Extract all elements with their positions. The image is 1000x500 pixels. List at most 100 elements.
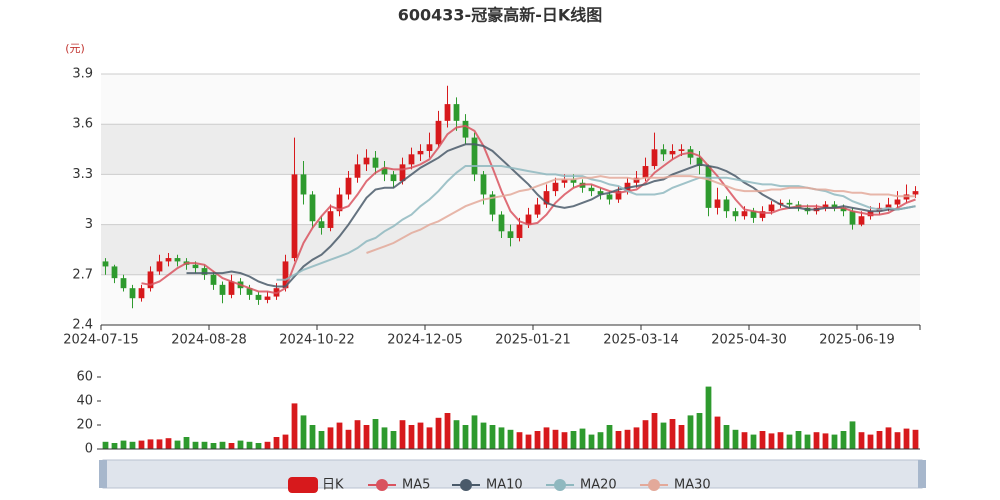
volume-bar — [192, 441, 199, 449]
volume-bar — [660, 422, 667, 449]
volume-bar — [309, 425, 316, 449]
volume-bar — [669, 419, 676, 449]
chart-title: 600433-冠豪高新-日K线图 — [398, 6, 602, 25]
volume-bar — [597, 432, 604, 449]
candle-body — [129, 288, 136, 299]
split-area — [101, 174, 920, 225]
volume-bar — [471, 415, 478, 449]
volume-y-tick-label: 0 — [85, 442, 93, 457]
volume-bar — [894, 432, 901, 449]
volume-bar — [795, 431, 802, 449]
volume-bar — [570, 431, 577, 449]
candle-body — [471, 137, 478, 175]
volume-bar — [876, 431, 883, 449]
candle-body — [426, 144, 433, 151]
volume-bar — [543, 427, 550, 449]
candle-body — [210, 274, 217, 285]
legend-icon[interactable] — [376, 479, 388, 491]
candle-body — [498, 214, 505, 232]
candle-body — [831, 204, 838, 208]
volume-bar — [435, 417, 442, 449]
volume-bar — [291, 403, 298, 449]
legend-icon[interactable] — [288, 477, 318, 493]
candle-body — [192, 264, 199, 269]
candle-body — [363, 157, 370, 165]
zoom-handle[interactable] — [918, 460, 926, 488]
legend-icon[interactable] — [460, 479, 472, 491]
volume-bar — [651, 413, 658, 449]
candle-body — [318, 221, 325, 228]
volume-bar — [480, 422, 487, 449]
volume-bar — [714, 416, 721, 449]
candle-body — [894, 199, 901, 205]
split-area — [101, 74, 920, 125]
volume-bar — [246, 441, 253, 449]
y-tick-label: 3 — [85, 217, 93, 232]
volume-bar — [525, 434, 532, 449]
zoom-handle[interactable] — [99, 460, 107, 488]
x-tick-label: 2025-04-30 — [711, 333, 787, 348]
volume-bar — [804, 434, 811, 449]
candle-body — [570, 179, 577, 183]
candle-body — [480, 174, 487, 195]
volume-bar — [867, 434, 874, 449]
volume-bar — [588, 434, 595, 449]
volume-bar — [444, 413, 451, 449]
volume-bar — [579, 428, 586, 449]
candle-body — [336, 194, 343, 212]
volume-bar — [705, 386, 712, 449]
candle-body — [390, 174, 397, 182]
candle-body — [885, 204, 892, 208]
ma-line — [141, 124, 916, 295]
split-area — [101, 124, 920, 175]
candle-body — [660, 149, 667, 155]
volume-y-tick-label: 40 — [76, 394, 93, 409]
volume-bar — [822, 433, 829, 449]
candle-body — [723, 199, 730, 212]
candle-body — [588, 187, 595, 192]
volume-bar — [678, 425, 685, 449]
legend-label[interactable]: MA10 — [486, 478, 523, 493]
legend-label[interactable]: MA5 — [402, 478, 430, 493]
volume-bar — [741, 432, 748, 449]
volume-bar — [885, 427, 892, 449]
volume-bar — [516, 432, 523, 449]
volume-bar — [336, 422, 343, 449]
candle-body — [714, 199, 721, 208]
candle-body — [147, 271, 154, 289]
volume-bar — [552, 429, 559, 449]
legend-label[interactable]: 日K — [322, 478, 344, 493]
y-tick-label: 2.7 — [72, 267, 93, 282]
candle-body — [642, 166, 649, 178]
candle-body — [435, 120, 442, 145]
x-tick-label: 2025-01-21 — [495, 333, 571, 348]
volume-bar — [228, 443, 235, 449]
volume-bar — [273, 437, 280, 449]
x-tick-label: 2025-03-14 — [603, 333, 679, 348]
volume-bar — [426, 427, 433, 449]
candle-body — [165, 258, 172, 262]
candle-body — [543, 191, 550, 205]
candle-body — [615, 191, 622, 200]
candle-body — [345, 177, 352, 195]
legend-icon[interactable] — [648, 479, 660, 491]
volume-bar — [201, 441, 208, 449]
volume-bar — [489, 425, 496, 449]
volume-bar — [624, 429, 631, 449]
legend-label[interactable]: MA20 — [580, 478, 617, 493]
candle-body — [705, 166, 712, 208]
x-tick-label: 2024-08-28 — [171, 333, 247, 348]
candle-body — [219, 284, 226, 295]
volume-bar — [615, 431, 622, 449]
volume-bar — [561, 432, 568, 449]
candle-body — [453, 104, 460, 121]
x-tick-label: 2024-07-15 — [63, 333, 139, 348]
y-tick-label: 3.9 — [72, 67, 93, 82]
candle-body — [201, 268, 208, 275]
candle-body — [246, 288, 253, 295]
legend-icon[interactable] — [554, 479, 566, 491]
legend-label[interactable]: MA30 — [674, 478, 711, 493]
candle-body — [138, 288, 145, 299]
candle-body — [822, 204, 829, 208]
